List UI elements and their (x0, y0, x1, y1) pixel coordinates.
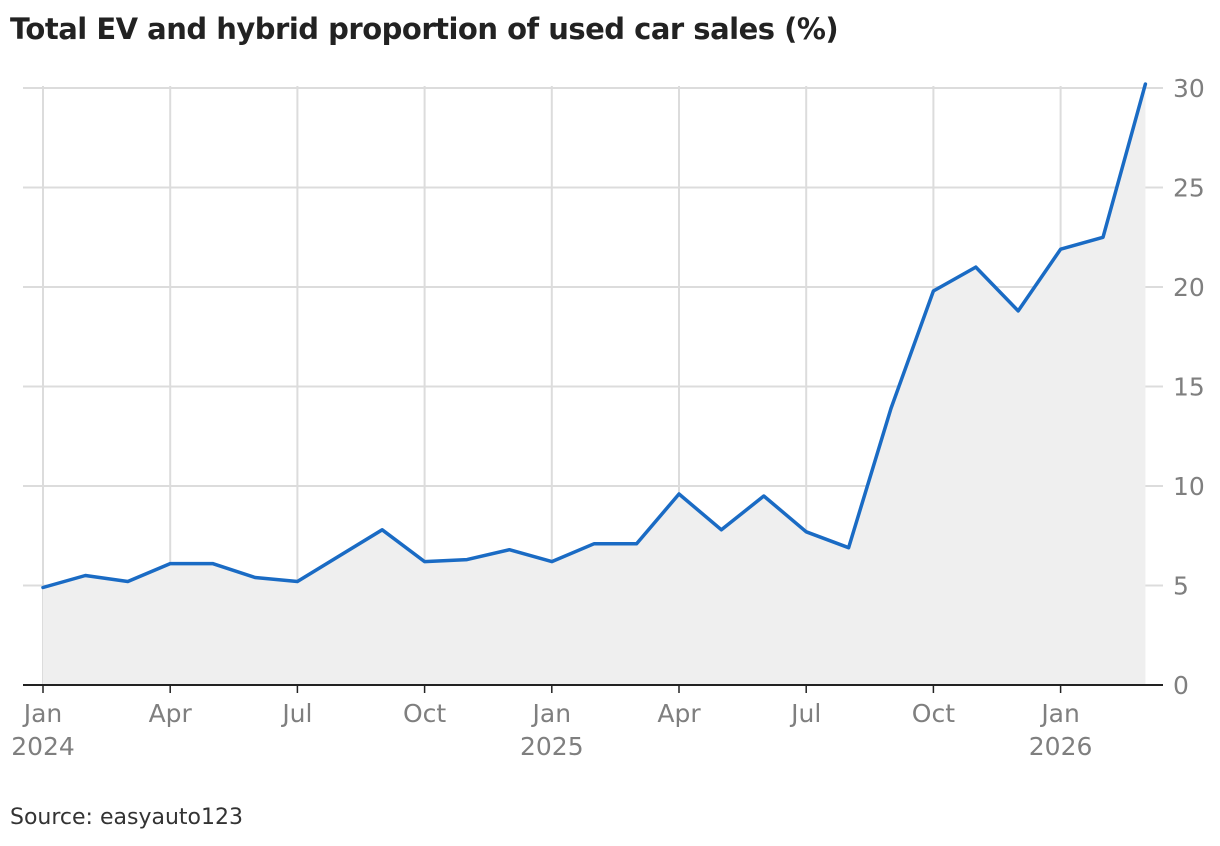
y-tick-label: 20 (1173, 273, 1205, 302)
chart-title: Total EV and hybrid proportion of used c… (10, 12, 839, 46)
x-tick-label: Apr (149, 699, 193, 728)
y-tick-label: 30 (1173, 74, 1205, 103)
y-tick-label: 25 (1173, 174, 1205, 203)
x-tick-label: Oct (403, 699, 446, 728)
x-tick-label: Jul (280, 699, 312, 728)
x-tick-label: Jul (789, 699, 821, 728)
x-tick-year-label: 2026 (1029, 732, 1093, 761)
y-tick-label: 0 (1173, 671, 1189, 700)
x-tick-label: Jan (22, 699, 63, 728)
x-tick-year-label: 2024 (11, 732, 75, 761)
x-tick-label: Oct (912, 699, 955, 728)
series-area (43, 84, 1146, 685)
y-tick-label: 10 (1173, 472, 1205, 501)
x-tick-year-label: 2025 (520, 732, 584, 761)
x-tick-label: Jan (1039, 699, 1080, 728)
series-line (41, 82, 1148, 590)
x-tick-label: Jan (531, 699, 572, 728)
source-note: Source: easyauto123 (10, 805, 243, 830)
x-tick-label: Apr (657, 699, 701, 728)
y-tick-label: 5 (1173, 572, 1189, 601)
y-tick-label: 15 (1173, 373, 1205, 402)
